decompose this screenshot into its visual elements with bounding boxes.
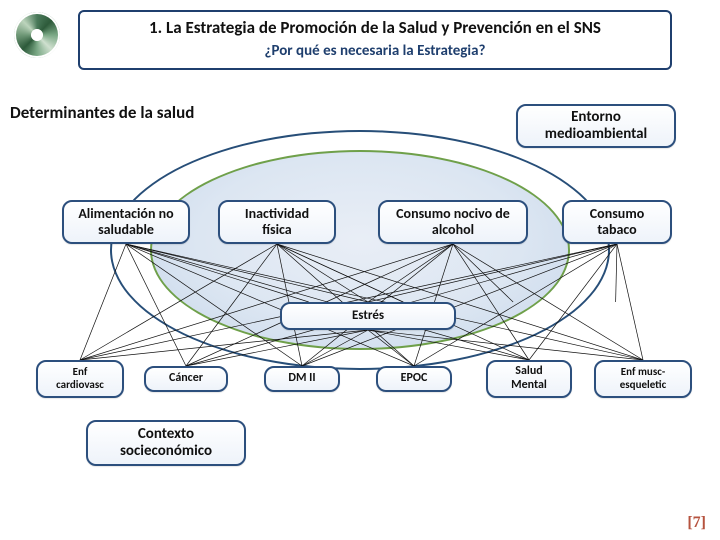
spiral-logo xyxy=(14,12,60,58)
title-sub: ¿Por qué es necesaria la Estrategia? xyxy=(90,42,660,60)
node-aliment: Alimentación no saludable xyxy=(62,200,190,244)
node-epoc: EPOC xyxy=(376,366,452,392)
node-musc: Enf musc-esqueletic xyxy=(594,360,692,398)
node-alcohol: Consumo nocivo de alcohol xyxy=(378,200,528,244)
node-cardio: Enf cardiovasc xyxy=(36,360,124,398)
title-main: 1. La Estrategia de Promoción de la Salu… xyxy=(90,18,660,38)
title-box: 1. La Estrategia de Promoción de la Salu… xyxy=(78,10,672,70)
node-cancer: Cáncer xyxy=(144,366,228,392)
nodes-layer: Entorno medioambiental Alimentación no sa… xyxy=(0,94,720,494)
node-env: Entorno medioambiental xyxy=(516,104,676,148)
node-contexto: Contexto socieconómico xyxy=(86,420,246,466)
node-mental: Salud Mental xyxy=(486,360,572,398)
page-number: [7] xyxy=(687,514,706,532)
node-dm2: DM II xyxy=(264,366,340,392)
diagram-stage: Entorno medioambiental Alimentación no sa… xyxy=(0,94,720,494)
node-estres: Estrés xyxy=(280,302,456,330)
node-tabaco: Consumo tabaco xyxy=(562,200,672,244)
node-inact: Inactividad física xyxy=(218,200,336,244)
